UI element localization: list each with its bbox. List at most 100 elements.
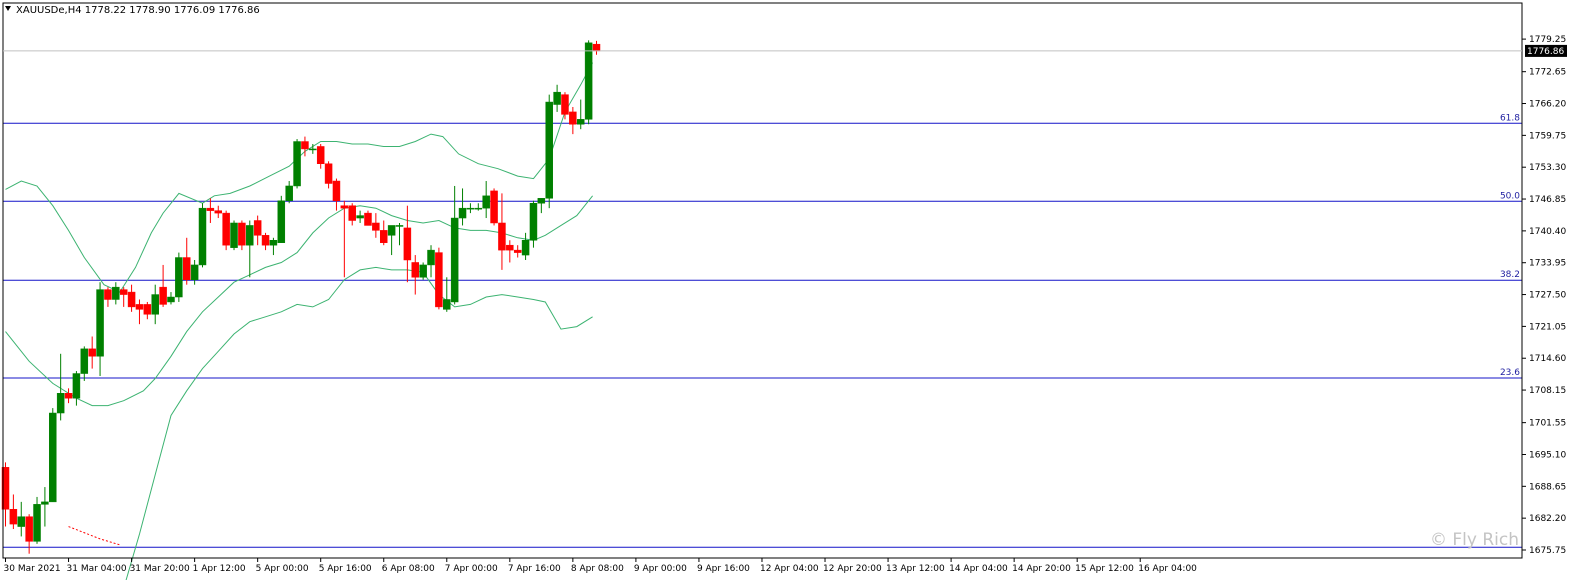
x-tick-label: 30 Mar 2021 xyxy=(4,564,61,574)
y-tick-label: 1733.95 xyxy=(1529,259,1566,269)
candle xyxy=(387,225,396,256)
candle xyxy=(143,301,152,320)
candle-body xyxy=(466,207,475,210)
candle xyxy=(466,203,475,214)
candle xyxy=(427,245,435,278)
candle-body xyxy=(41,501,49,505)
candle-body xyxy=(379,230,388,243)
candle-body xyxy=(127,291,136,308)
candle xyxy=(340,200,349,278)
candle-body xyxy=(506,244,514,251)
candle xyxy=(324,161,333,189)
candle xyxy=(159,264,167,307)
candle-body xyxy=(64,393,73,399)
x-tick-label: 7 Apr 16:00 xyxy=(508,564,561,574)
dotted-series-line xyxy=(68,526,120,546)
candle xyxy=(49,408,57,503)
candle-body xyxy=(238,222,246,246)
candle xyxy=(348,203,356,226)
candle-body xyxy=(490,190,498,224)
candle xyxy=(238,220,246,251)
x-tick-label: 8 Apr 08:00 xyxy=(571,564,624,574)
fibonacci-levels: 61.8 50.0 38.2 23.6 xyxy=(3,113,1522,548)
candle-body xyxy=(175,257,183,298)
candle-body xyxy=(553,91,561,105)
candle-body xyxy=(403,227,412,261)
candle xyxy=(498,193,506,270)
candle xyxy=(309,144,317,154)
candle xyxy=(198,203,207,268)
candle xyxy=(261,232,270,251)
x-tick-label: 12 Apr 04:00 xyxy=(760,564,819,574)
candle xyxy=(9,494,18,530)
candles xyxy=(1,40,601,554)
x-tick-label: 9 Apr 16:00 xyxy=(697,564,750,574)
candle xyxy=(222,210,230,251)
candle-body xyxy=(529,202,538,241)
candle xyxy=(293,139,301,189)
y-tick-label: 1779.25 xyxy=(1529,35,1566,45)
candle xyxy=(411,255,420,295)
candle-body xyxy=(25,516,33,542)
candle-body xyxy=(521,240,530,256)
candle xyxy=(119,287,128,307)
candle-body xyxy=(411,262,420,278)
x-tick-label: 15 Apr 12:00 xyxy=(1075,564,1134,574)
candle xyxy=(17,501,26,537)
y-tick-label: 1759.75 xyxy=(1529,131,1566,141)
candle-body xyxy=(159,286,167,305)
candle xyxy=(379,220,388,246)
y-tick-label: 1708.15 xyxy=(1529,386,1566,396)
bollinger-bands xyxy=(5,62,594,580)
candle-body xyxy=(450,217,459,303)
candle-body xyxy=(458,207,467,219)
candle xyxy=(474,203,483,211)
x-tick-label: 1 Apr 12:00 xyxy=(193,564,246,574)
candle xyxy=(372,213,380,238)
axes: 1779.25 1772.65 1766.20 1759.75 1753.30 1746.… xyxy=(2,2,1567,574)
candle-body xyxy=(561,94,569,115)
candle-body xyxy=(9,509,18,525)
candle xyxy=(316,144,325,169)
candle-body xyxy=(190,264,199,280)
candle xyxy=(553,84,561,112)
chart-menu-icon xyxy=(5,6,11,11)
candle xyxy=(253,215,262,246)
y-tick-label: 1714.60 xyxy=(1529,354,1566,364)
candle xyxy=(506,240,514,263)
candle-body xyxy=(198,207,207,266)
y-tick-label: 1766.20 xyxy=(1529,100,1566,110)
candle xyxy=(56,353,65,421)
x-tick-label: 5 Apr 00:00 xyxy=(256,564,309,574)
candle-body xyxy=(285,185,293,202)
candle xyxy=(230,220,238,251)
candle xyxy=(285,181,293,204)
band-lower-line xyxy=(125,266,593,580)
y-tick-label: 1746.85 xyxy=(1529,195,1566,205)
candle xyxy=(545,94,553,209)
candle xyxy=(403,205,412,283)
plot-frame xyxy=(2,2,1523,559)
x-tick-label: 7 Apr 00:00 xyxy=(445,564,498,574)
candle xyxy=(246,220,254,278)
x-tick-label: 9 Apr 00:00 xyxy=(634,564,687,574)
candle xyxy=(88,336,96,369)
candle xyxy=(25,514,33,554)
x-tick-label: 14 Apr 04:00 xyxy=(949,564,1008,574)
candle-body xyxy=(569,111,577,125)
candle xyxy=(277,195,286,243)
candle-body xyxy=(513,249,522,253)
candle xyxy=(561,92,569,120)
candle xyxy=(529,200,538,248)
candle-body xyxy=(356,215,364,219)
fib-level-label: 61.8 xyxy=(1500,113,1520,123)
x-tick-label: 31 Mar 20:00 xyxy=(130,564,190,574)
y-tick-label: 1701.55 xyxy=(1529,419,1566,429)
candle xyxy=(332,178,341,211)
watermark-text: © Fly Rich xyxy=(1430,530,1519,550)
candle-body xyxy=(151,294,159,315)
candle xyxy=(482,181,490,219)
candle-body xyxy=(419,264,427,278)
